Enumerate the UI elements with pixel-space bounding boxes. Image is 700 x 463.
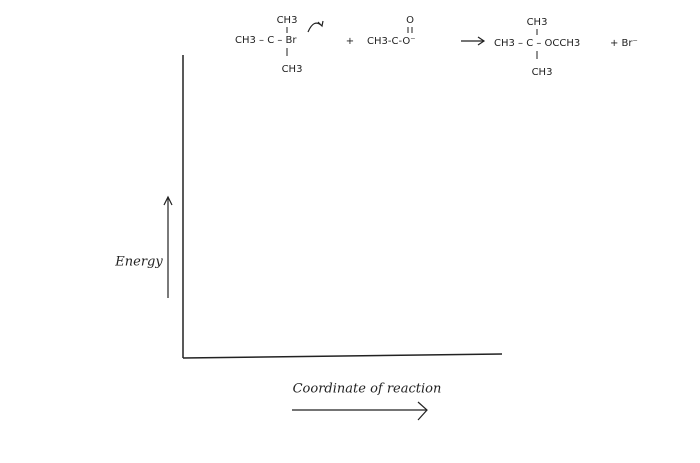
substituent: CH3 [532, 67, 553, 78]
energy-arrow-head [163, 195, 173, 206]
reactant: CH3 – C – Br [235, 35, 297, 46]
plus: + [346, 36, 354, 47]
x-axis [182, 353, 503, 359]
substituent: CH3 [282, 64, 303, 75]
reaction-arrow-head [477, 36, 486, 46]
reactant: CH3-C-O⁻ [367, 36, 416, 47]
x-axis-label: Coordinate of reaction [293, 382, 442, 397]
coordinate-arrow-head [417, 401, 428, 421]
y-axis-label: Energy [114, 255, 163, 270]
substituent: CH3 [527, 17, 548, 28]
oxygen: O [406, 15, 414, 26]
curved-arrow [307, 20, 324, 33]
substituent: CH3 [277, 15, 298, 26]
product: CH3 – C – OCCH3 [494, 38, 580, 49]
product: + Br⁻ [610, 38, 638, 49]
